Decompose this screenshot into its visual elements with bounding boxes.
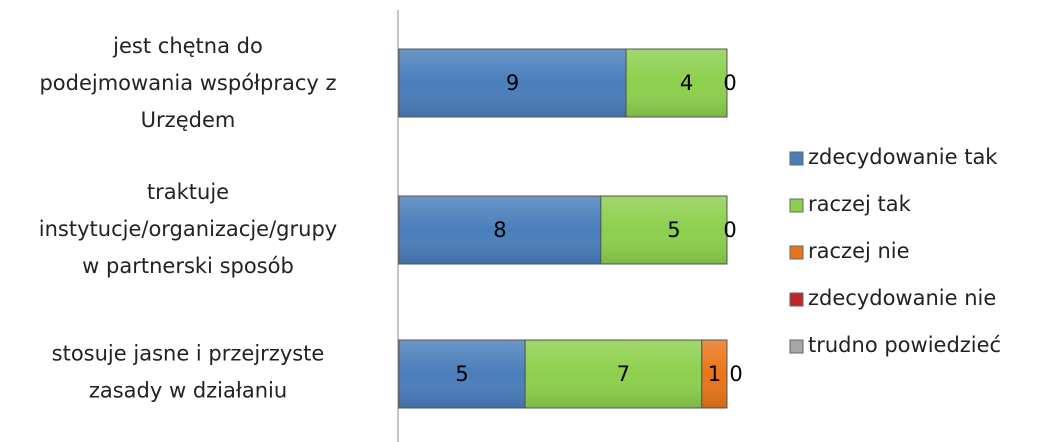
bar-1-1 bbox=[600, 195, 728, 265]
legend-swatch-0 bbox=[789, 151, 804, 166]
legend-swatch-4 bbox=[789, 339, 804, 354]
legend-swatch-1 bbox=[789, 198, 804, 213]
category-label-line: jest chętna do bbox=[112, 34, 263, 58]
category-label-line: Urzędem bbox=[141, 108, 236, 132]
value-label-0-0: 9 bbox=[506, 71, 519, 95]
legend-swatch-2 bbox=[789, 245, 804, 260]
category-label-line: zasady w działaniu bbox=[89, 379, 287, 403]
legend-label-4: trudno powiedzieć bbox=[808, 333, 1001, 357]
value-label-2-1: 7 bbox=[617, 362, 630, 386]
category-label-line: stosuje jasne i przejrzyste bbox=[52, 342, 325, 366]
category-label-1: traktuje instytucje/organizacje/grupy w pa… bbox=[39, 180, 337, 278]
category-label-0: jest chętna do podejmowania współpracy z U… bbox=[39, 34, 336, 132]
legend-label-2: raczej nie bbox=[808, 239, 910, 263]
legend-swatch-3 bbox=[789, 292, 804, 307]
value-label-0-2: 0 bbox=[723, 71, 736, 95]
value-label-2-2: 1 bbox=[708, 362, 721, 386]
value-label-1-1: 5 bbox=[667, 218, 680, 242]
value-label-0-1: 4 bbox=[680, 71, 693, 95]
legend-label-1: raczej tak bbox=[808, 192, 912, 216]
category-label-line: w partnerski sposób bbox=[82, 254, 294, 278]
value-label-1-0: 8 bbox=[493, 218, 506, 242]
legend-label-0: zdecydowanie tak bbox=[808, 145, 998, 169]
value-label-2-3: 0 bbox=[729, 362, 742, 386]
category-label-2: stosuje jasne i przejrzyste zasady w dzia… bbox=[52, 342, 325, 403]
legend: zdecydowanie tak raczej tak raczej nie zdec… bbox=[789, 145, 1001, 357]
category-label-line: traktuje bbox=[147, 180, 229, 204]
bar-2-1 bbox=[524, 339, 703, 409]
value-label-1-2: 0 bbox=[723, 218, 736, 242]
value-label-2-0: 5 bbox=[455, 362, 468, 386]
category-label-line: podejmowania współpracy z bbox=[39, 71, 336, 95]
legend-label-3: zdecydowanie nie bbox=[808, 286, 996, 310]
value-labels: 9 4 08 5 05 7 1 0 bbox=[455, 71, 742, 386]
category-label-line: instytucje/organizacje/grupy bbox=[39, 217, 337, 241]
bar-0-1 bbox=[625, 48, 728, 118]
category-labels: jest chętna do podejmowania współpracy z U… bbox=[39, 34, 337, 403]
